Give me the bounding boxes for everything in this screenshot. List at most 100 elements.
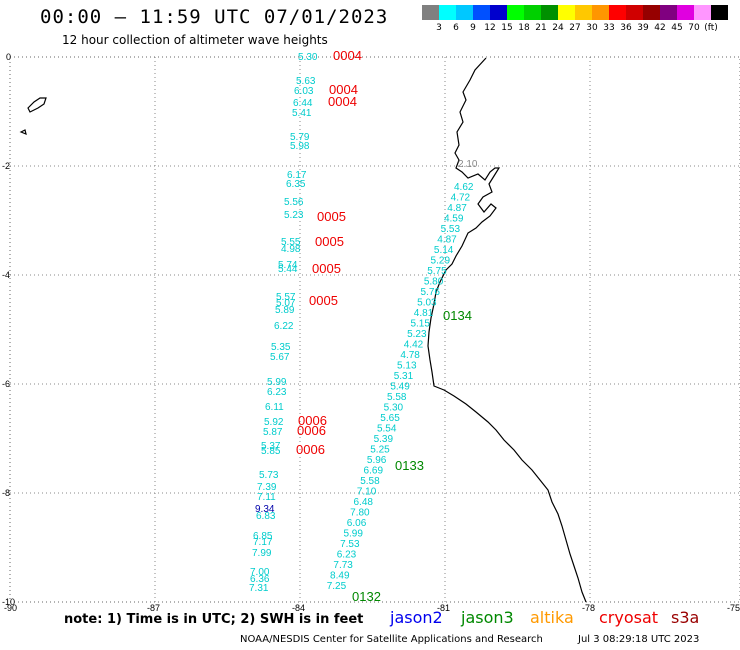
scale-label: 45: [671, 23, 683, 33]
swh-reading: 5.29: [431, 256, 451, 267]
swh-reading: 5.49: [390, 382, 410, 393]
swh-reading: 5.25: [370, 445, 390, 456]
y-tick-label: -4: [2, 270, 10, 280]
scale-swatch: [422, 5, 439, 20]
scale-swatch: [711, 5, 728, 20]
scale-label: 39: [637, 23, 649, 33]
scale-label: 24: [552, 23, 564, 33]
footer-note: note: 1) Time is in UTC; 2) SWH is in fe…: [64, 612, 364, 627]
scale-swatch: [507, 5, 524, 20]
scale-swatch: [626, 5, 643, 20]
swh-reading: 5.53: [441, 224, 461, 235]
generation-timestamp: Jul 3 08:29:18 UTC 2023: [578, 634, 700, 645]
map-frame: [9, 56, 740, 603]
swh-reading: 6.22: [274, 321, 294, 332]
pass-time-label: 0005: [309, 293, 338, 308]
swh-reading: 7.53: [340, 539, 360, 550]
credit-line: NOAA/NESDIS Center for Satellite Applica…: [240, 634, 543, 645]
swh-reading: 4.62: [454, 182, 474, 193]
swh-reading: 6.36: [250, 574, 270, 585]
swh-reading: 5.07: [276, 298, 296, 309]
pass-time-label: 0005: [312, 261, 341, 276]
swh-reading: 5.89: [275, 305, 295, 316]
scale-swatch: [694, 5, 711, 20]
swh-reading: 5.74: [278, 260, 298, 271]
swh-reading: 5.98: [290, 141, 310, 152]
map-subtitle: 12 hour collection of altimeter wave hei…: [62, 33, 328, 47]
pass-time-label: 0004: [328, 94, 357, 109]
swh-reading: 6.11: [265, 402, 284, 413]
y-tick-label: -2: [2, 161, 10, 171]
swh-reading: 7.39: [257, 482, 277, 493]
swh-reading: 5.58: [360, 476, 380, 487]
scale-label: 27: [569, 23, 581, 33]
swh-reading: 5.30: [298, 52, 318, 63]
swh-reading: 4.87: [447, 203, 467, 214]
satellite-cryosat: cryosat: [599, 608, 659, 627]
swh-reading: 5.58: [387, 392, 407, 403]
swh-reading: 5.57: [276, 292, 296, 303]
swh-reading: 5.99: [343, 529, 363, 540]
swh-reading: 5.85: [261, 446, 281, 457]
scale-label: 42: [654, 23, 666, 33]
swh-reading: 5.54: [377, 424, 397, 435]
scale-label: 6: [453, 23, 459, 33]
scale-swatch: [592, 5, 609, 20]
scale-label: 3: [436, 23, 442, 33]
swh-reading: 6.06: [347, 518, 367, 529]
scale-label: 18: [518, 23, 530, 33]
swh-reading: 7.80: [350, 508, 370, 519]
swh-reading: 5.23: [407, 329, 427, 340]
y-tick-label: 0: [6, 52, 11, 62]
swh-reading: 4.42: [404, 340, 424, 351]
x-tick-label: -75: [727, 603, 740, 613]
scale-swatch: [609, 5, 626, 20]
swh-reading: 5.99: [267, 377, 287, 388]
swh-reading: 7.00: [250, 567, 270, 578]
swh-reading: 4.81: [414, 308, 434, 319]
scale-swatch: [490, 5, 507, 20]
pass-time-label: 0004: [329, 82, 358, 97]
swh-reading: 5.31: [394, 371, 414, 382]
swh-reading: 5.96: [367, 455, 387, 466]
pass-time-label: 0004: [333, 48, 362, 63]
galapagos-island: [27, 97, 47, 113]
swh-reading: 6.23: [267, 387, 287, 398]
swh-reading: 6.69: [364, 466, 384, 477]
swh-reading: 7.11: [257, 492, 276, 503]
y-tick-label: -6: [2, 379, 10, 389]
swh-reading: 5.80: [424, 277, 444, 288]
scale-label: 15: [501, 23, 513, 33]
swh-reading: 7.99: [252, 548, 272, 559]
swh-reading: 5.13: [397, 361, 417, 372]
swh-reading: 5.73: [259, 470, 279, 481]
swh-reading: 4.98: [281, 244, 301, 255]
swh-reading: 7.73: [333, 560, 353, 571]
scale-label: (ft): [704, 23, 718, 33]
swh-reading: 6.03: [294, 86, 314, 97]
swh-reading: 7.10: [357, 487, 377, 498]
scale-swatch: [473, 5, 490, 20]
satellite-altika: altika: [530, 608, 574, 627]
swh-reading: 5.56: [284, 197, 304, 208]
swh-reading: 7.17: [253, 537, 273, 548]
pass-time-label: 0006: [297, 423, 326, 438]
swh-reading: 5.79: [290, 132, 310, 143]
scale-label: 30: [586, 23, 598, 33]
swh-reading: 5.87: [263, 427, 283, 438]
swh-reading: 4.72: [451, 193, 471, 204]
swh-reading: 5.23: [284, 210, 304, 221]
swh-reading: 6.85: [253, 531, 273, 542]
swh-reading: 7.31: [249, 583, 269, 594]
scale-swatch: [575, 5, 592, 20]
pass-time-label: 0006: [296, 442, 325, 457]
swh-reading: 5.55: [281, 237, 301, 248]
pass-time-label: 0134: [443, 308, 472, 323]
scale-label: 36: [620, 23, 632, 33]
swh-reading: 6.48: [354, 497, 374, 508]
x-tick-label: -90: [4, 603, 17, 613]
map-title: 00:00 – 11:59 UTC 07/01/2023: [40, 6, 389, 28]
swh-reading: 5.03: [417, 298, 437, 309]
swh-reading: 5.35: [271, 342, 291, 353]
